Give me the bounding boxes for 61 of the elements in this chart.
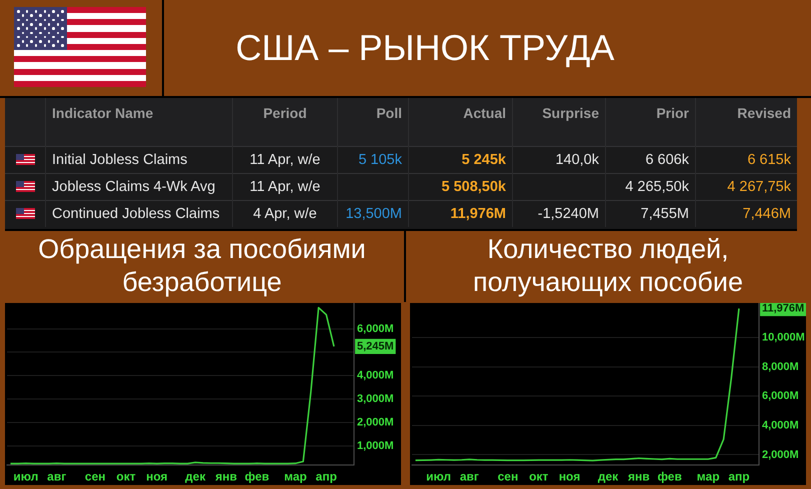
text: 11,976M <box>450 206 506 222</box>
x-tick-label: окт <box>529 470 548 484</box>
text: 6 606k <box>645 152 689 168</box>
text: 4 265,50k <box>625 178 689 194</box>
category-label: Poll <box>376 105 402 121</box>
text: 7,455M <box>640 206 689 222</box>
x-tick-label: дек <box>185 470 206 484</box>
text: 5 105k <box>358 152 402 168</box>
text: Continued Jobless Claims <box>52 206 220 222</box>
y-tick-label: 2,000M <box>762 448 799 461</box>
text: -1,5240M <box>538 206 599 222</box>
x-tick-label: мар <box>284 470 307 484</box>
category-label: Revised <box>737 105 791 121</box>
y-tick-label: 4,000M <box>357 370 394 382</box>
category-label: Surprise <box>542 105 599 121</box>
x-tick-label: ноя <box>558 470 580 484</box>
text: Jobless Claims 4-Wk Avg <box>52 178 216 194</box>
y-tick-label: 8,000M <box>762 360 799 373</box>
text: 6 615k <box>747 152 791 168</box>
x-tick-label: янв <box>628 470 650 484</box>
y-tick-label: 11,976M <box>762 302 804 315</box>
text: 4 Apr, w/e <box>253 206 317 222</box>
x-tick-label: дек <box>598 470 620 484</box>
x-tick-label: сен <box>84 470 106 484</box>
text: 11 Apr, w/e <box>250 178 320 194</box>
text: 11 Apr, w/e <box>250 152 320 168</box>
y-tick-label: 4,000M <box>762 419 799 432</box>
category-label: Indicator Name <box>52 105 154 121</box>
text: 5 508,50k <box>441 178 506 194</box>
x-tick-label: сен <box>498 470 518 484</box>
x-tick-label: фев <box>244 470 270 484</box>
text: Initial Jobless Claims <box>52 152 188 168</box>
text: 13,500M <box>346 206 402 222</box>
text: 140,0k <box>555 152 599 168</box>
y-tick-label: 5,245M <box>357 340 394 352</box>
x-tick-label: янв <box>215 470 237 484</box>
x-tick-label: мар <box>696 470 720 484</box>
category-label: Prior <box>656 105 689 121</box>
text: 7,446M <box>742 206 791 222</box>
x-tick-label: ноя <box>146 470 168 484</box>
text: 5 245k <box>462 152 506 168</box>
category-label: Period <box>263 105 307 121</box>
x-tick-label: июл <box>426 470 452 484</box>
x-tick-label: авг <box>460 470 479 484</box>
category-label: Actual <box>463 105 506 121</box>
chart-title: Обращения за пособиями безработице <box>38 234 366 297</box>
y-tick-label: 2,000M <box>357 416 394 428</box>
y-tick-label: 6,000M <box>762 390 799 402</box>
y-tick-label: 3,000M <box>357 393 394 406</box>
x-tick-label: апр <box>728 470 750 484</box>
text: 4 267,75k <box>727 178 791 194</box>
x-tick-label: окт <box>116 470 136 484</box>
x-tick-label: авг <box>47 470 66 484</box>
x-tick-label: апр <box>316 470 337 484</box>
y-tick-label: 10,000M <box>762 331 805 344</box>
chart-title: Количество людей, получающих пособие <box>473 234 743 297</box>
x-tick-label: фев <box>657 470 682 484</box>
text: США – РЫНОК ТРУДА <box>236 27 614 69</box>
x-tick-label: июл <box>13 470 38 484</box>
y-tick-label: 6,000M <box>357 322 394 335</box>
y-tick-label: 1,000M <box>357 440 394 452</box>
